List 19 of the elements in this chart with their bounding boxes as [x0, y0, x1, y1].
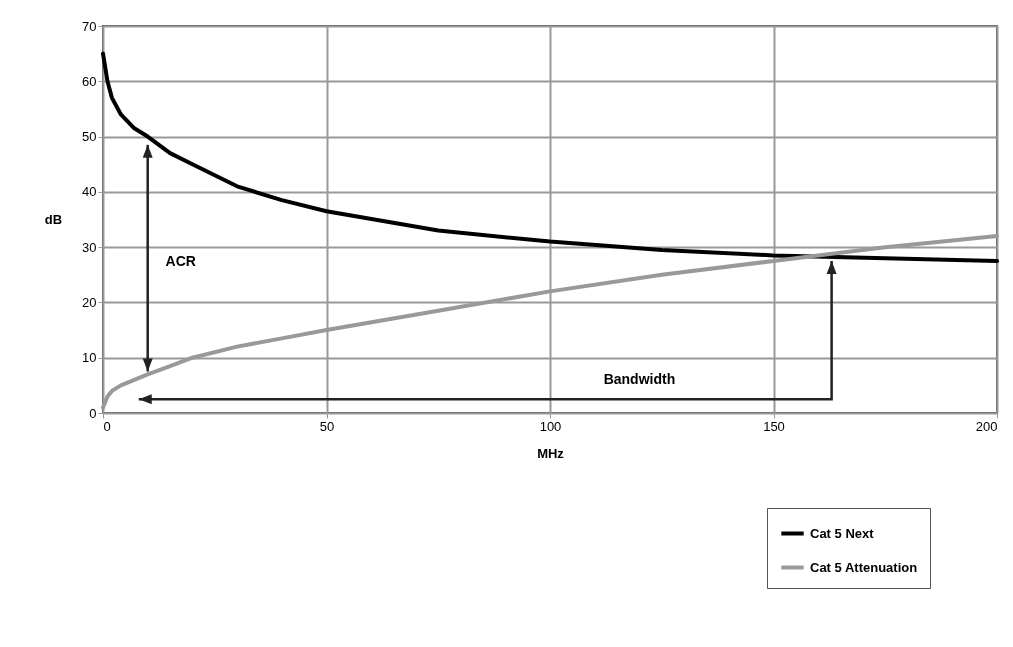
x-tick-label: 0 — [103, 418, 111, 434]
annotation: Bandwidth — [603, 371, 676, 388]
y-tick-label: 10 — [82, 350, 97, 366]
x-tick-label: 150 — [763, 418, 785, 434]
x-axis-title: MHz — [537, 445, 565, 461]
annotation: ACR — [165, 253, 196, 270]
y-tick-label: 50 — [82, 129, 97, 145]
y-tick-label: 40 — [82, 184, 97, 200]
y-tick-label: 70 — [82, 18, 97, 34]
legend-label: Cat 5 Next — [810, 525, 875, 541]
legend-label: Cat 5 Attenuation — [810, 559, 918, 575]
y-tick-label: 0 — [89, 405, 97, 421]
y-axis-title: dB — [44, 212, 63, 227]
x-tick-label: 100 — [539, 418, 562, 434]
y-tick-label: 30 — [82, 239, 97, 255]
x-tick-label: 50 — [319, 418, 335, 434]
y-tick-label: 20 — [82, 294, 97, 310]
x-tick-label: 200 — [975, 418, 998, 434]
y-tick-label: 60 — [82, 73, 97, 89]
